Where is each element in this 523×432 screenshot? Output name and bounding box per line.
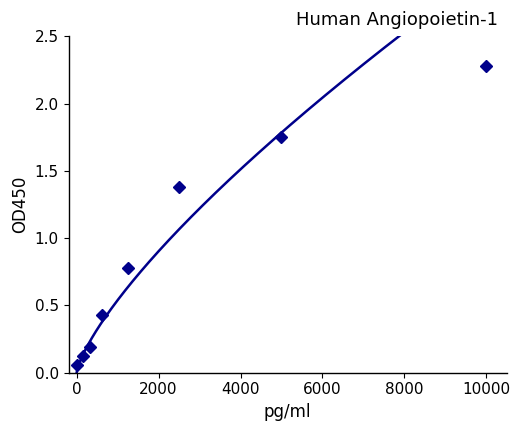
Text: Human Angiopoietin-1: Human Angiopoietin-1 [296, 11, 498, 29]
Y-axis label: OD450: OD450 [11, 176, 29, 233]
X-axis label: pg/ml: pg/ml [264, 403, 311, 421]
